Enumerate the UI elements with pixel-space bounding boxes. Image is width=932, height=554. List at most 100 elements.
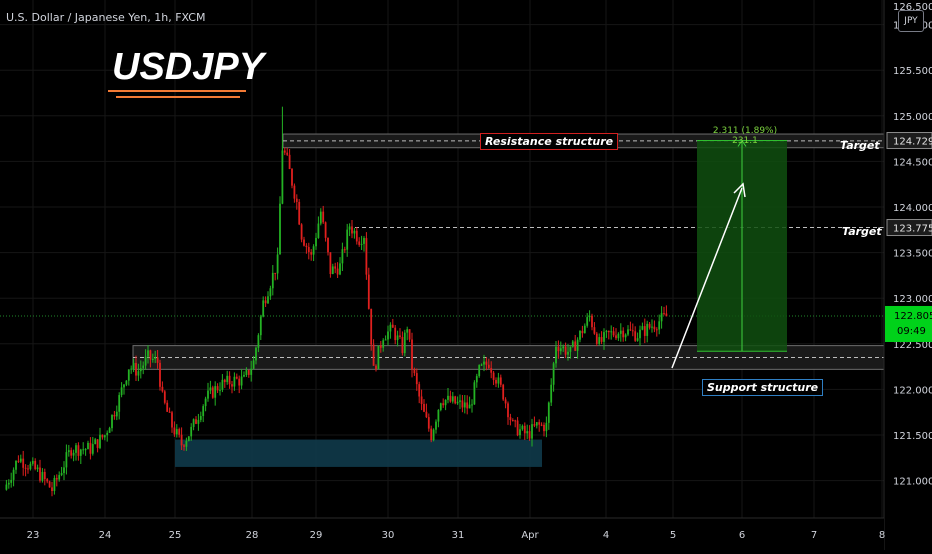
candle-body bbox=[101, 434, 104, 438]
candle-body bbox=[483, 361, 485, 365]
candle-body bbox=[545, 422, 548, 432]
candle-body bbox=[43, 471, 46, 480]
candle-body bbox=[651, 326, 653, 328]
time-tick-label: 31 bbox=[452, 530, 465, 541]
candle-body bbox=[509, 417, 512, 420]
candle-body bbox=[365, 238, 368, 275]
time-tick-label: 23 bbox=[27, 530, 40, 541]
candle-body bbox=[106, 432, 109, 436]
candle-body bbox=[391, 324, 394, 328]
candle-body bbox=[492, 372, 495, 380]
candle-body bbox=[185, 440, 188, 447]
candle-body bbox=[617, 333, 620, 339]
candle-body bbox=[10, 479, 13, 483]
candle-body bbox=[588, 315, 591, 318]
candle-body bbox=[355, 230, 358, 242]
candle-body bbox=[341, 249, 344, 264]
time-tick-label: 24 bbox=[99, 530, 112, 541]
candle-body bbox=[466, 402, 469, 409]
time-tick-label: 8 bbox=[879, 530, 885, 541]
title-underline-secondary bbox=[116, 96, 240, 98]
candle-body bbox=[480, 364, 483, 366]
candle-body bbox=[339, 263, 341, 275]
candle-body bbox=[461, 400, 464, 408]
candle-body bbox=[475, 376, 478, 383]
currency-button[interactable]: JPY bbox=[898, 10, 924, 32]
candle-body bbox=[238, 378, 241, 386]
symbol-description[interactable]: U.S. Dollar / Japanese Yen, 1h, FXCM bbox=[6, 11, 206, 24]
candle-body bbox=[115, 411, 118, 417]
candle-body bbox=[646, 323, 649, 336]
zone-layer bbox=[0, 133, 885, 467]
price-tick-label: 124.500 bbox=[893, 157, 932, 168]
candle-body bbox=[605, 330, 608, 333]
candle-body bbox=[245, 370, 248, 375]
candle-body bbox=[142, 365, 145, 369]
candle-body bbox=[312, 246, 315, 255]
candle-body bbox=[293, 185, 296, 199]
price-tick-label: 121.500 bbox=[893, 431, 932, 442]
candle-body bbox=[214, 386, 217, 398]
candle-body bbox=[55, 477, 58, 480]
time-tick-label: 30 bbox=[382, 530, 395, 541]
candle-body bbox=[562, 346, 565, 349]
candle-body bbox=[610, 331, 613, 333]
candle-body bbox=[449, 395, 452, 402]
candle-body bbox=[523, 425, 526, 434]
candle-body bbox=[34, 460, 37, 470]
candle-body bbox=[430, 428, 433, 441]
candle-body bbox=[240, 376, 243, 386]
candle-body bbox=[235, 376, 238, 379]
candle-body bbox=[209, 387, 212, 391]
candle-body bbox=[372, 344, 375, 366]
candle-body bbox=[456, 401, 459, 404]
candle-body bbox=[382, 340, 385, 348]
candle-body bbox=[60, 473, 63, 476]
candle-body bbox=[120, 387, 123, 396]
candle-body bbox=[413, 369, 416, 374]
candle-body bbox=[636, 338, 639, 341]
target-price-tag-label: 123.775 bbox=[893, 224, 932, 235]
candle-body bbox=[454, 396, 457, 404]
candle-body bbox=[619, 330, 622, 334]
support-label: Support structure bbox=[702, 379, 824, 396]
candle-body bbox=[257, 335, 260, 348]
candle-body bbox=[665, 313, 668, 317]
candle-body bbox=[487, 364, 490, 368]
projection-arrowhead bbox=[733, 182, 746, 198]
candle-body bbox=[36, 467, 39, 470]
candle-body bbox=[283, 150, 286, 153]
candle-body bbox=[19, 458, 22, 462]
price-tick-label: 125.500 bbox=[893, 66, 932, 77]
candle-body bbox=[307, 247, 310, 253]
candle-body bbox=[96, 439, 99, 448]
candle-body bbox=[379, 345, 382, 348]
candle-body bbox=[300, 224, 303, 240]
candle-body bbox=[197, 419, 200, 424]
candle-body bbox=[65, 452, 68, 468]
candle-body bbox=[82, 449, 85, 451]
candle-body bbox=[22, 458, 25, 468]
candle-body bbox=[331, 266, 334, 274]
candle-body bbox=[173, 427, 176, 435]
candle-body bbox=[504, 399, 507, 404]
candle-body bbox=[264, 300, 267, 304]
candle-body bbox=[420, 396, 423, 404]
candle-body bbox=[219, 389, 221, 391]
candle-body bbox=[403, 332, 406, 354]
candle-body bbox=[310, 252, 313, 255]
candle-body bbox=[583, 325, 586, 334]
candle-body bbox=[233, 376, 236, 387]
candle-body bbox=[514, 420, 517, 422]
candle-body bbox=[581, 330, 584, 334]
candle-body bbox=[622, 330, 625, 338]
candle-body bbox=[175, 429, 178, 435]
candle-body bbox=[499, 377, 502, 385]
candle-body bbox=[262, 300, 265, 317]
candle-body bbox=[406, 329, 409, 333]
candle-body bbox=[255, 347, 257, 361]
candle-body bbox=[298, 201, 301, 225]
candle-body bbox=[473, 382, 476, 405]
